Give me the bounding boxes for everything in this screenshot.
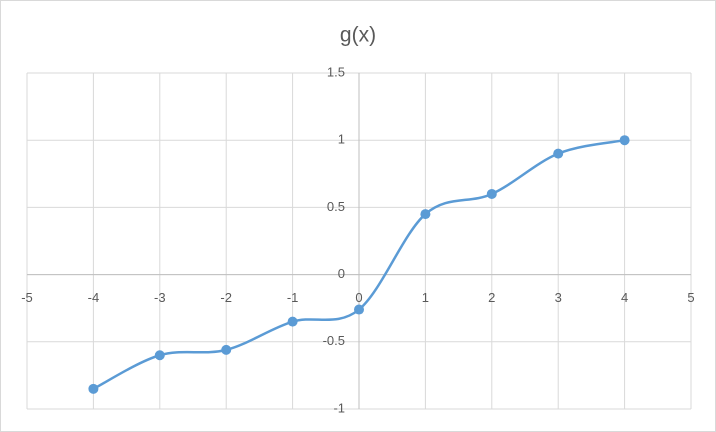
x-tick-label: -1 xyxy=(287,290,299,305)
x-tick-label: 1 xyxy=(422,290,429,305)
y-tick-label: -0.5 xyxy=(323,333,345,348)
data-point xyxy=(354,304,364,315)
x-tick-label: -5 xyxy=(21,290,33,305)
x-tick-label: 0 xyxy=(355,290,362,305)
chart-title: g(x) xyxy=(340,24,376,47)
y-tick-label: 0 xyxy=(338,266,345,281)
x-tick-label: 5 xyxy=(687,290,694,305)
data-point xyxy=(619,135,630,146)
y-tick-label: 1.5 xyxy=(327,64,345,79)
x-tick-label: 3 xyxy=(555,290,562,305)
x-tick-label: 4 xyxy=(621,290,628,305)
y-tick-label: 1 xyxy=(338,132,345,147)
data-point xyxy=(553,148,564,159)
x-tick-label: -3 xyxy=(154,290,166,305)
x-tick-label: 2 xyxy=(488,290,495,305)
data-point xyxy=(287,316,298,327)
x-tick-label: -2 xyxy=(220,290,232,305)
data-point xyxy=(88,383,99,394)
x-tick-label: -4 xyxy=(88,290,100,305)
data-point xyxy=(154,350,165,361)
y-tick-label: 0.5 xyxy=(327,199,345,214)
data-point xyxy=(420,209,431,220)
data-point xyxy=(486,188,497,199)
data-point xyxy=(221,344,232,355)
y-tick-label: -1 xyxy=(333,400,345,415)
